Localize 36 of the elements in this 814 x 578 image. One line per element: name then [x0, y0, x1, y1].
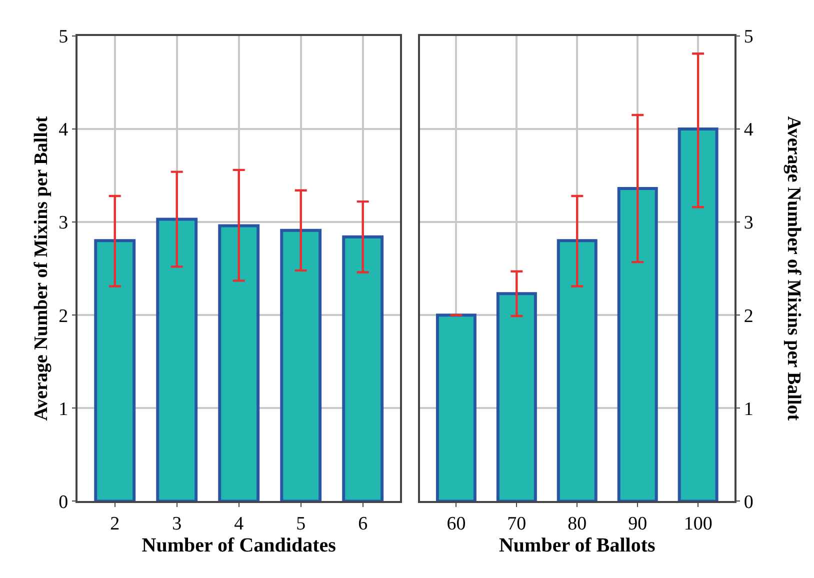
x-axis-title: Number of Candidates: [142, 534, 336, 557]
bar: [156, 218, 198, 502]
bar: [218, 224, 260, 502]
x-tick-label: 6: [358, 514, 368, 535]
y-tick-label: 4: [744, 120, 754, 141]
y-tick-label: 0: [58, 492, 68, 513]
bar: [94, 239, 136, 502]
y-tick-label: 4: [58, 120, 69, 141]
x-tick-label: 70: [507, 514, 526, 535]
x-tick-label: 100: [684, 514, 712, 535]
x-tick-label: 3: [172, 514, 182, 535]
bar: [342, 235, 384, 502]
y-tick-label: 2: [58, 306, 68, 327]
y-tick-label: 2: [744, 306, 754, 327]
y-tick-label: 0: [744, 492, 754, 513]
x-tick-label: 80: [568, 514, 587, 535]
y-tick-label: 5: [58, 26, 68, 48]
bar: [617, 187, 658, 502]
y-axis-title: Average Number of Mixins per Ballot: [783, 116, 804, 422]
y-tick-label: 3: [58, 212, 68, 234]
y-tick-label: 3: [744, 212, 754, 234]
bar: [436, 314, 476, 502]
x-tick-label: 5: [296, 514, 306, 535]
y-axis-title: Average Number of Mixins per Ballot: [30, 116, 52, 421]
y-tick-label: 1: [58, 398, 68, 420]
x-axis-title: Number of Ballots: [498, 534, 656, 557]
x-tick-label: 60: [446, 514, 466, 535]
y-tick-label: 1: [744, 398, 754, 420]
x-tick-label: 90: [628, 514, 648, 535]
bar: [496, 292, 537, 502]
x-tick-label: 2: [110, 514, 120, 535]
bar: [678, 127, 718, 502]
bar: [280, 228, 322, 502]
bar: [556, 239, 598, 502]
y-tick-label: 5: [744, 26, 754, 48]
x-tick-label: 4: [234, 514, 244, 535]
